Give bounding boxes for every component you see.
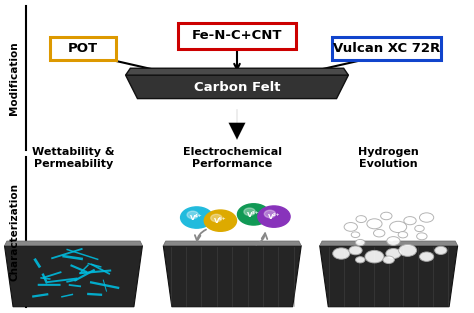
- Text: Carbon Felt: Carbon Felt: [194, 80, 280, 94]
- Circle shape: [349, 246, 362, 255]
- Circle shape: [237, 204, 270, 225]
- Circle shape: [356, 216, 366, 223]
- Circle shape: [376, 231, 379, 233]
- Circle shape: [387, 237, 400, 245]
- Circle shape: [370, 221, 374, 224]
- Polygon shape: [163, 246, 301, 307]
- Circle shape: [181, 207, 213, 228]
- FancyBboxPatch shape: [178, 23, 296, 49]
- Circle shape: [422, 215, 427, 218]
- Circle shape: [264, 210, 275, 218]
- Circle shape: [204, 210, 237, 231]
- Circle shape: [415, 225, 424, 232]
- Circle shape: [187, 211, 198, 218]
- Text: Characterization: Characterization: [9, 182, 19, 281]
- Circle shape: [419, 252, 434, 261]
- Circle shape: [344, 223, 357, 231]
- Circle shape: [404, 217, 416, 225]
- Polygon shape: [126, 75, 348, 99]
- Circle shape: [365, 250, 384, 263]
- Circle shape: [347, 224, 351, 227]
- Circle shape: [398, 232, 408, 238]
- Text: Fe-N-C+CNT: Fe-N-C+CNT: [192, 29, 282, 43]
- Circle shape: [367, 219, 382, 229]
- Circle shape: [419, 234, 422, 236]
- Circle shape: [356, 257, 365, 263]
- Circle shape: [406, 218, 410, 221]
- Circle shape: [333, 248, 350, 259]
- Text: V⁴⁺: V⁴⁺: [191, 215, 203, 221]
- Circle shape: [374, 229, 385, 237]
- Circle shape: [211, 214, 222, 222]
- Circle shape: [393, 223, 398, 227]
- Circle shape: [358, 217, 361, 219]
- Circle shape: [258, 206, 290, 227]
- FancyBboxPatch shape: [332, 37, 441, 60]
- Circle shape: [351, 232, 360, 238]
- Text: V²⁺: V²⁺: [268, 214, 280, 220]
- Text: Modification: Modification: [9, 41, 19, 115]
- Circle shape: [353, 233, 356, 235]
- Circle shape: [419, 213, 434, 222]
- Polygon shape: [319, 246, 457, 307]
- Circle shape: [435, 246, 447, 254]
- Polygon shape: [4, 246, 142, 307]
- Circle shape: [357, 241, 360, 243]
- Circle shape: [386, 249, 401, 259]
- Circle shape: [356, 239, 365, 246]
- Circle shape: [390, 221, 407, 233]
- Polygon shape: [4, 241, 142, 246]
- FancyBboxPatch shape: [50, 37, 116, 60]
- Circle shape: [244, 208, 255, 215]
- Text: Wettability &
Permeability: Wettability & Permeability: [32, 147, 115, 169]
- Circle shape: [383, 214, 386, 216]
- Circle shape: [399, 244, 417, 256]
- Text: V⁵⁺: V⁵⁺: [214, 218, 227, 224]
- Text: V³⁺: V³⁺: [247, 212, 260, 218]
- Circle shape: [381, 212, 392, 220]
- Text: POT: POT: [68, 42, 98, 55]
- Text: Vulcan XC 72R: Vulcan XC 72R: [333, 42, 440, 55]
- Text: Hydrogen
Evolution: Hydrogen Evolution: [358, 147, 419, 169]
- Polygon shape: [163, 241, 301, 246]
- Circle shape: [417, 233, 427, 240]
- Polygon shape: [126, 68, 348, 75]
- Circle shape: [417, 227, 419, 228]
- Circle shape: [400, 233, 403, 235]
- Text: Electrochemical
Performance: Electrochemical Performance: [183, 147, 282, 169]
- Polygon shape: [319, 241, 457, 246]
- Circle shape: [383, 256, 394, 264]
- Circle shape: [390, 239, 393, 241]
